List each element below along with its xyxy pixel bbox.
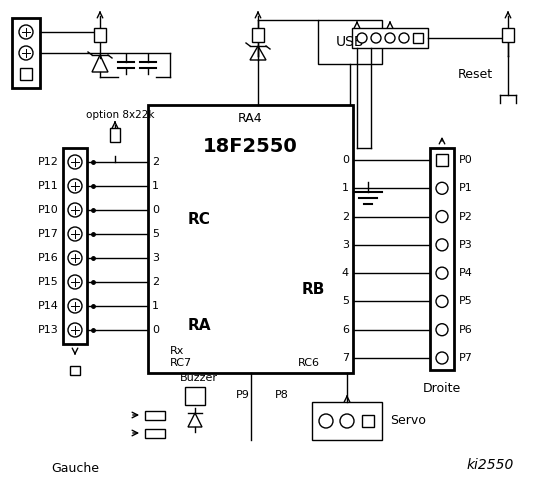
Circle shape: [68, 155, 82, 169]
Text: 2: 2: [342, 212, 349, 222]
Text: P12: P12: [38, 157, 59, 167]
Text: P5: P5: [459, 297, 473, 306]
Text: P13: P13: [38, 325, 59, 335]
Text: Servo: Servo: [390, 415, 426, 428]
Bar: [94, 28, 106, 42]
Text: 0: 0: [342, 155, 349, 165]
Circle shape: [371, 33, 381, 43]
Circle shape: [19, 46, 33, 60]
Bar: [436, 154, 448, 166]
Circle shape: [436, 324, 448, 336]
Text: P16: P16: [38, 253, 59, 263]
Circle shape: [436, 267, 448, 279]
Text: P1: P1: [459, 183, 473, 193]
Text: Gauche: Gauche: [51, 461, 99, 475]
Text: P17: P17: [38, 229, 59, 239]
Bar: [148, 105, 353, 373]
Circle shape: [68, 299, 82, 313]
Circle shape: [436, 295, 448, 307]
Bar: [145, 411, 165, 420]
Text: P9: P9: [236, 390, 250, 400]
Text: P10: P10: [38, 205, 59, 215]
Text: P11: P11: [38, 181, 59, 191]
Text: 3: 3: [152, 253, 159, 263]
Text: Buzzer: Buzzer: [180, 373, 218, 383]
Circle shape: [436, 211, 448, 223]
Text: 2: 2: [152, 157, 159, 167]
Bar: [252, 28, 264, 42]
Bar: [413, 33, 423, 43]
Text: Droite: Droite: [423, 382, 461, 395]
Text: 18F2550: 18F2550: [203, 137, 298, 156]
Text: USB: USB: [336, 35, 364, 49]
Bar: [110, 128, 120, 142]
Circle shape: [436, 182, 448, 194]
Circle shape: [436, 239, 448, 251]
Text: P7: P7: [459, 353, 473, 363]
Circle shape: [340, 414, 354, 428]
Circle shape: [357, 33, 367, 43]
Text: 0: 0: [152, 325, 159, 335]
Text: 3: 3: [342, 240, 349, 250]
Text: option 8x22k: option 8x22k: [86, 110, 154, 120]
Text: P14: P14: [38, 301, 59, 311]
Text: RB: RB: [301, 283, 325, 298]
Text: 1: 1: [152, 301, 159, 311]
Circle shape: [399, 33, 409, 43]
Circle shape: [68, 251, 82, 265]
Text: 4: 4: [342, 268, 349, 278]
Bar: [145, 429, 165, 438]
Circle shape: [319, 414, 333, 428]
Circle shape: [19, 25, 33, 39]
Bar: [362, 415, 374, 427]
Bar: [20, 68, 32, 80]
Text: 1: 1: [342, 183, 349, 193]
Circle shape: [436, 352, 448, 364]
Bar: [12, 18, 40, 88]
Circle shape: [68, 227, 82, 241]
Text: 2: 2: [152, 277, 159, 287]
Bar: [63, 148, 87, 344]
Bar: [70, 366, 80, 375]
Bar: [430, 148, 454, 370]
Text: RC7: RC7: [170, 358, 192, 368]
Text: P0: P0: [459, 155, 473, 165]
Text: 1: 1: [152, 181, 159, 191]
Text: P8: P8: [275, 390, 289, 400]
Text: P3: P3: [459, 240, 473, 250]
Text: 5: 5: [342, 297, 349, 306]
Text: RA4: RA4: [238, 112, 263, 125]
Text: RC: RC: [188, 213, 211, 228]
Text: ki2550: ki2550: [466, 458, 514, 472]
Text: P15: P15: [38, 277, 59, 287]
Circle shape: [68, 203, 82, 217]
Text: 5: 5: [152, 229, 159, 239]
Bar: [312, 402, 382, 440]
Text: P2: P2: [459, 212, 473, 222]
Bar: [185, 387, 205, 405]
Text: Rx: Rx: [170, 346, 184, 356]
Text: P6: P6: [459, 324, 473, 335]
Bar: [318, 20, 382, 64]
Text: 6: 6: [342, 324, 349, 335]
Bar: [502, 28, 514, 42]
Text: RC6: RC6: [298, 358, 320, 368]
Text: Reset: Reset: [458, 69, 493, 82]
Circle shape: [68, 275, 82, 289]
Text: 0: 0: [152, 205, 159, 215]
Circle shape: [68, 323, 82, 337]
Bar: [352, 28, 428, 48]
Text: RA: RA: [188, 317, 211, 333]
Circle shape: [385, 33, 395, 43]
Text: 7: 7: [342, 353, 349, 363]
Text: P4: P4: [459, 268, 473, 278]
Circle shape: [68, 179, 82, 193]
